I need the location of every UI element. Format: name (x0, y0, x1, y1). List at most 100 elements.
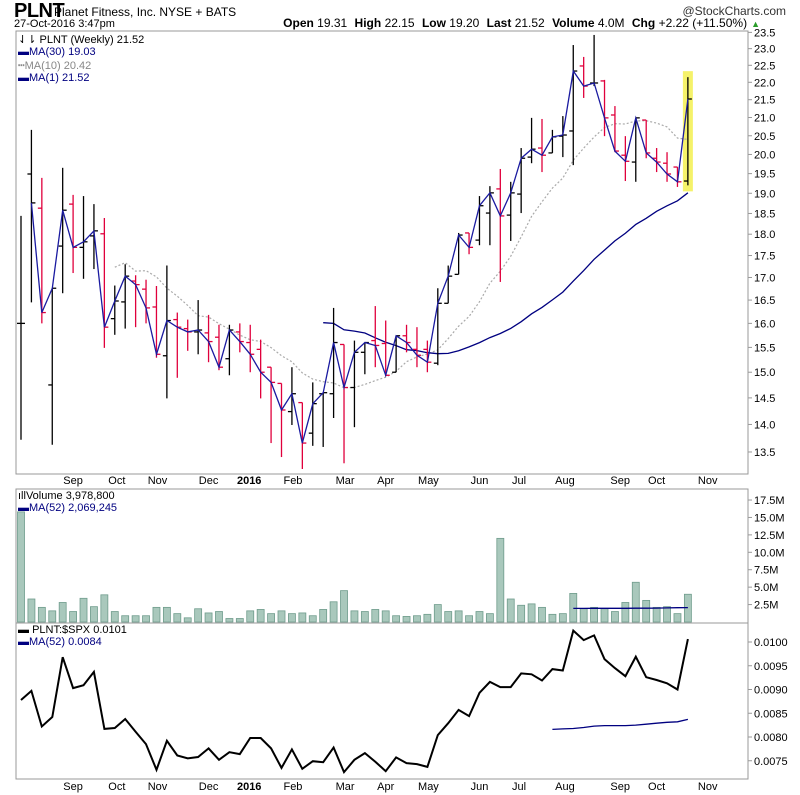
ma30-line (323, 192, 689, 355)
volume-bar (600, 608, 609, 623)
line-swatch-icon: ▬ (18, 636, 29, 648)
price-tick-label: 16.0 (754, 318, 775, 330)
bar-chart-icon: ⇃⇂ (18, 34, 40, 46)
volume-bar (152, 606, 161, 623)
volume-bar (162, 606, 171, 623)
volume-bar (506, 598, 515, 623)
volume-bar (225, 618, 234, 623)
volume-tick-label: 10.0M (754, 547, 785, 559)
ma1-line (30, 69, 689, 444)
price-tick-label: 23.0 (754, 44, 775, 56)
volume-bar (642, 599, 651, 623)
quote-datetime: 27-Oct-2016 3:47pm (14, 18, 115, 30)
dotted-swatch-icon: ┅ (18, 60, 25, 72)
ratio-ma-line (552, 718, 689, 731)
ratio-month-label: 2016 (237, 781, 261, 793)
price-tick-label: 20.0 (754, 149, 775, 161)
volume-bar (538, 606, 546, 623)
volume-tick-label: 17.5M (754, 495, 785, 507)
volume-tick-label: 2.5M (754, 600, 778, 612)
volume-tick-label: 15.0M (754, 512, 785, 524)
low-label: Low (421, 16, 446, 30)
volume-bar (37, 606, 46, 623)
volume-bar (663, 606, 671, 623)
price-month-label: Nov (698, 475, 718, 487)
volume-bar (381, 610, 390, 623)
ratio-tick-label: 0.0085 (754, 708, 788, 720)
ticker-symbol: PLNT (14, 0, 65, 22)
legend-ratio: ▬ PLNT:$SPX 0.0101 (18, 624, 127, 636)
price-tick-label: 17.5 (754, 251, 775, 263)
price-month-label: Oct (648, 475, 665, 487)
volume-bar (631, 581, 640, 623)
legend-ma10-text: MA(10) 20.42 (24, 60, 92, 72)
volume-bar (527, 603, 536, 623)
ratio-panel-frame (15, 622, 749, 780)
open-label: Open (283, 16, 314, 30)
ratio-month-label: Nov (698, 781, 718, 793)
price-month-label: Sep (63, 475, 83, 487)
volume-bar (350, 610, 359, 623)
ohlc-bar (298, 401, 307, 469)
ratio-month-label: Apr (377, 781, 394, 793)
price-tick-label: 17.0 (754, 272, 775, 284)
volume-bar (444, 611, 453, 623)
price-tick-label: 14.0 (754, 419, 775, 431)
volume-bar (340, 590, 348, 623)
price-tick-label: 23.5 (754, 27, 775, 39)
volume-bar (173, 613, 182, 623)
price-month-label: Aug (555, 475, 575, 487)
price-tick-label: 15.0 (754, 367, 775, 379)
price-tick-label: 18.5 (754, 208, 775, 220)
legend-ma10: ┅MA(10) 20.42 (18, 59, 91, 72)
price-panel-frame (15, 30, 749, 475)
ratio-month-label: Nov (148, 781, 168, 793)
last-label: Last (486, 16, 512, 30)
quote-summary: Open 19.31 High 22.15 Low 19.20 Last 21.… (283, 16, 764, 30)
volume-bar (329, 601, 338, 623)
legend-ma1-text: MA(1) 21.52 (29, 72, 90, 84)
volume-ma-line (573, 606, 688, 610)
price-month-label: Sep (610, 475, 630, 487)
volume-tick-label: 7.5M (754, 565, 778, 577)
company-name: Planet Fitness, Inc. NYSE + BATS (54, 5, 237, 19)
volume-bar (256, 609, 265, 623)
volume-bar (267, 613, 275, 623)
volume-value: 4.0M (597, 16, 625, 30)
ohlc-bar (683, 77, 692, 186)
volume-bar (465, 615, 473, 623)
price-month-label: Dec (199, 475, 219, 487)
price-tick-label: 21.5 (754, 95, 775, 107)
volume-bar (131, 615, 140, 623)
volume-tick-label: 12.5M (754, 530, 785, 542)
volume-bar (308, 615, 317, 623)
open-value: 19.31 (317, 16, 348, 30)
ratio-month-label: Jun (471, 781, 489, 793)
price-month-label: Jul (512, 475, 526, 487)
volume-bar (79, 597, 88, 623)
line-swatch-icon: ▬ (18, 46, 29, 58)
price-tick-label: 15.5 (754, 342, 775, 354)
volume-bar (298, 612, 307, 623)
price-month-label: Nov (148, 475, 168, 487)
volume-bar (235, 618, 244, 623)
legend-price: ⇃⇂ PLNT (Weekly) 21.52 (18, 33, 144, 46)
volume-bar (215, 611, 223, 623)
ohlc-bar (17, 215, 25, 440)
volume-bar (548, 613, 557, 623)
price-month-label: Jun (471, 475, 489, 487)
volume-tick-label: 5.0M (754, 582, 778, 594)
volume-bar (496, 537, 505, 623)
price-tick-label: 22.5 (754, 60, 775, 72)
volume-bar (246, 610, 255, 623)
price-month-label: May (418, 475, 439, 487)
volume-bar (69, 611, 77, 623)
ratio-month-label: Oct (108, 781, 125, 793)
volume-bar (204, 612, 213, 623)
volume-bar (517, 604, 526, 623)
line-swatch-icon: ▬ (18, 624, 33, 636)
up-triangle-icon: ▲ (751, 19, 760, 29)
brand-logo[interactable]: @StockCharts.com (682, 4, 786, 18)
volume-bar (454, 610, 463, 623)
